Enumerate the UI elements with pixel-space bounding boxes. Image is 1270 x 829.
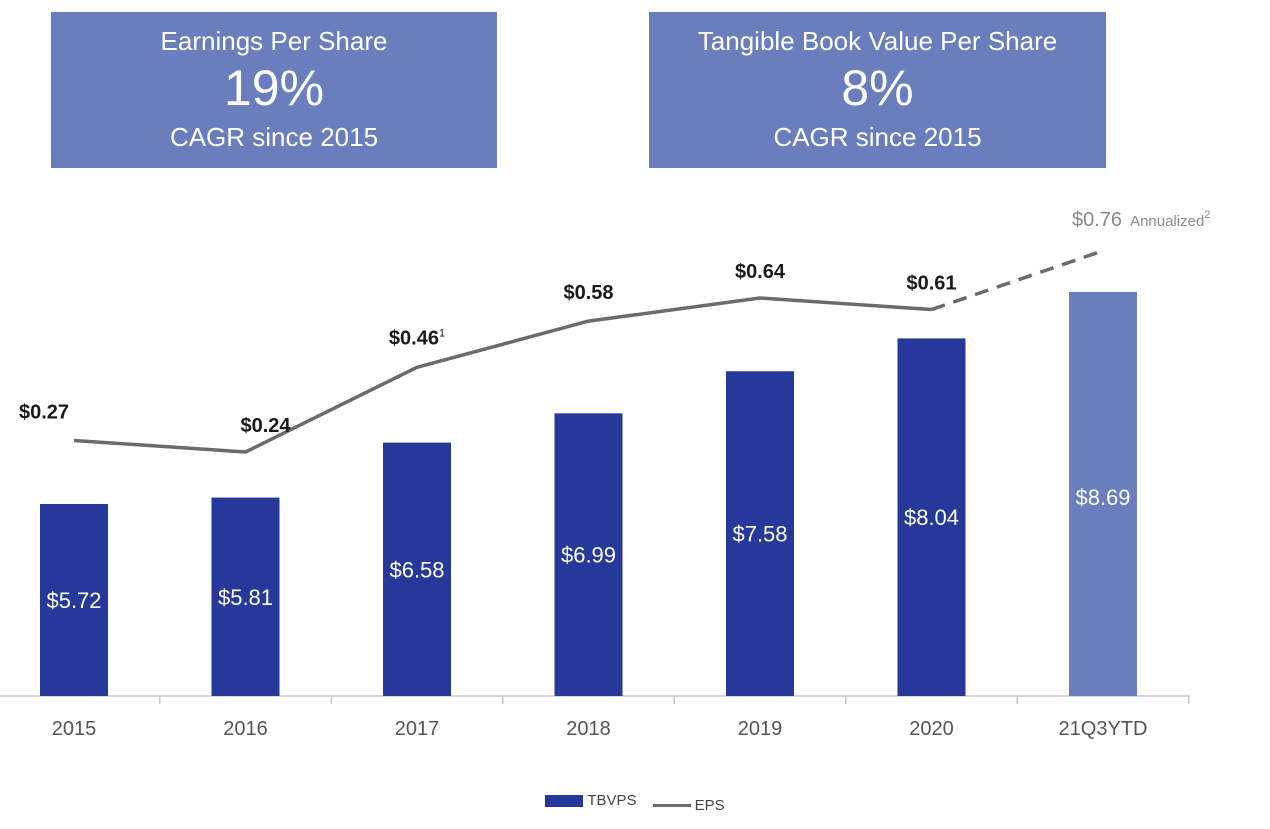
x-tick-label: 2018 xyxy=(566,718,611,740)
kpi-value: 8% xyxy=(841,60,914,116)
bar-tbvps xyxy=(554,413,623,696)
kpi-card-eps: Earnings Per Share 19% CAGR since 2015 xyxy=(51,12,497,168)
x-tick-label: 2015 xyxy=(52,718,97,740)
x-tick-label: 2019 xyxy=(738,718,783,740)
bar-value-label: $8.04 xyxy=(904,505,959,530)
eps-value-label: $0.58 xyxy=(563,282,613,304)
footnote-marker: 1 xyxy=(439,327,445,339)
legend-item-eps: EPS xyxy=(652,796,725,814)
bar-value-label: $6.99 xyxy=(561,543,616,568)
bar-value-label: $6.58 xyxy=(389,557,444,582)
eps-line xyxy=(73,296,932,454)
eps-value-label: $0.27 xyxy=(19,401,69,423)
eps-value-label: $0.64 xyxy=(735,261,786,283)
x-tick-label: 21Q3YTD xyxy=(1059,718,1148,740)
eps-value-label: $0.24 xyxy=(240,415,291,437)
legend-swatch-bar xyxy=(545,794,584,807)
bar-tbvps xyxy=(40,504,108,696)
x-tick-label: 2016 xyxy=(223,718,268,740)
bar-tbvps xyxy=(383,442,451,696)
footnote-marker: 2 xyxy=(1204,209,1210,221)
legend-item-tbvps: TBVPS xyxy=(545,792,637,809)
kpi-title: Tangible Book Value Per Share xyxy=(697,26,1058,56)
bar-value-label: $5.81 xyxy=(218,585,273,610)
bar-tbvps xyxy=(897,338,966,696)
kpi-card-tbvps: Tangible Book Value Per Share 8% CAGR si… xyxy=(649,12,1106,168)
bar-tbvps xyxy=(1069,292,1137,696)
legend-label: EPS xyxy=(694,796,725,814)
legend-swatch-line xyxy=(652,803,691,807)
eps-line-projected xyxy=(930,250,1101,312)
bar-value-label: $8.69 xyxy=(1075,485,1130,510)
x-tick-label: 2020 xyxy=(909,718,954,740)
bar-tbvps xyxy=(726,371,794,696)
kpi-title: Earnings Per Share xyxy=(160,26,388,56)
chart-legend: TBVPS EPS xyxy=(0,792,1270,814)
bar-tbvps xyxy=(211,497,280,696)
kpi-subtitle: CAGR since 2015 xyxy=(169,122,379,152)
eps-value-label: $0.461 xyxy=(389,327,445,349)
x-tick-label: 2017 xyxy=(395,718,440,740)
bar-value-label: $7.58 xyxy=(732,522,787,547)
bar-value-label: $5.72 xyxy=(46,588,101,613)
kpi-subtitle: CAGR since 2015 xyxy=(773,122,982,152)
eps-value-label: $0.61 xyxy=(906,273,956,295)
kpi-value: 19% xyxy=(223,60,325,116)
eps-annotation: Annualized xyxy=(1130,213,1204,230)
eps-value-label: $0.76 Annualized2 xyxy=(1072,209,1210,231)
legend-label: TBVPS xyxy=(587,792,637,809)
